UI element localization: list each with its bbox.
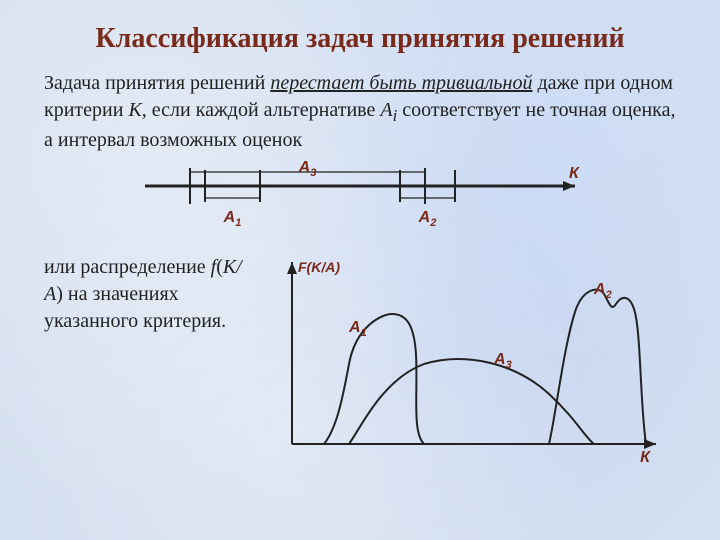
p1-K: К,	[128, 99, 146, 121]
svg-text:A3: A3	[298, 160, 317, 179]
svg-text:A2: A2	[593, 281, 612, 301]
p1-text-e: если каждой альтернативе	[147, 99, 381, 121]
svg-text:К: К	[640, 449, 651, 464]
p2-a: или распределение	[44, 256, 211, 278]
svg-text:A2: A2	[418, 209, 437, 229]
svg-text:F(K/A): F(K/A)	[298, 259, 340, 275]
svg-text:A1: A1	[348, 319, 367, 339]
paragraph-1: Задача принятия решений перестает быть т…	[44, 70, 676, 155]
svg-text:A3: A3	[493, 351, 512, 371]
p2-c: (	[216, 256, 223, 278]
page-title: Классификация задач принятия решений	[44, 22, 676, 56]
distribution-diagram: F(K/A) К A1 A2 A3	[264, 254, 676, 464]
p1-Ai: Ai	[380, 99, 397, 121]
p2-e: ) на значениях указанного критерия.	[44, 283, 226, 332]
number-line-diagram: К A3 A1 A2	[44, 160, 676, 246]
svg-text:К: К	[569, 165, 580, 182]
svg-text:A1: A1	[223, 209, 242, 229]
p1-emph: перестает быть тривиальной	[270, 72, 532, 94]
p1-text-a: Задача принятия решений	[44, 72, 270, 94]
paragraph-2: или распределение f(К/А) на значениях ук…	[44, 254, 254, 335]
